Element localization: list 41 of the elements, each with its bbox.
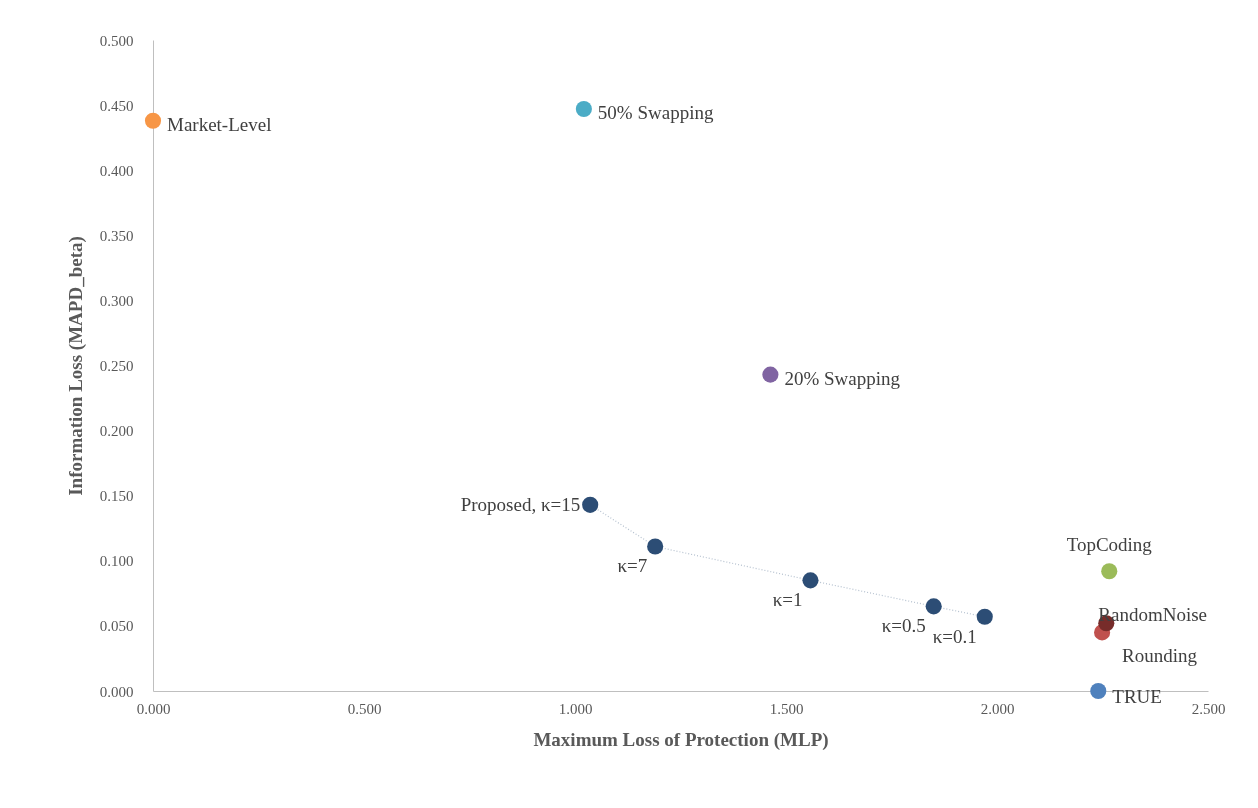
y-tick-label: 0.150 [99,488,134,505]
series-label: 50% Swapping [597,102,714,124]
x-tick-label: 1.500 [769,700,804,717]
series-label: TRUE [1112,686,1162,707]
x-tick-label: 1.000 [558,700,593,717]
x-tick-label: 0.000 [136,700,171,717]
y-axis-title: Information Loss (MAPD_beta) [64,236,87,496]
x-tick-label: 2.000 [980,700,1015,717]
y-tick-label: 0.350 [99,227,134,244]
y-tick-label: 0.100 [99,553,134,570]
series-label: Rounding [1122,645,1198,667]
y-tick-label: 0.000 [99,683,134,700]
x-tick-label: 0.500 [347,700,382,717]
point [976,608,993,625]
point [802,572,819,589]
series-label: RandomNoise [1098,604,1208,626]
point [647,538,664,555]
y-tick-label: 0.300 [99,292,134,309]
annotation: κ=7 [617,555,648,577]
series-label: TopCoding [1066,534,1153,556]
point [144,112,162,129]
series-label: Market-Level [167,113,272,135]
annotation: κ=1 [772,589,803,611]
annotation: κ=0.1 [932,625,977,647]
point [1090,682,1107,700]
point [762,366,779,383]
x-tick-label: 2.500 [1191,700,1226,717]
y-tick-label: 0.200 [99,423,134,440]
point [582,496,599,513]
y-tick-label: 0.500 [99,32,134,49]
y-tick-label: 0.050 [99,618,134,635]
y-tick-label: 0.450 [99,97,134,114]
x-axis-title: Maximum Loss of Protection (MLP) [533,728,829,751]
y-tick-label: 0.400 [99,162,134,179]
point [925,598,942,615]
annotation: Proposed, κ=15 [460,493,581,515]
y-tick-label: 0.250 [99,358,134,374]
point [575,100,592,118]
annotation: κ=0.5 [881,615,926,637]
series-label: 20% Swapping [784,367,901,389]
point [1101,563,1118,580]
